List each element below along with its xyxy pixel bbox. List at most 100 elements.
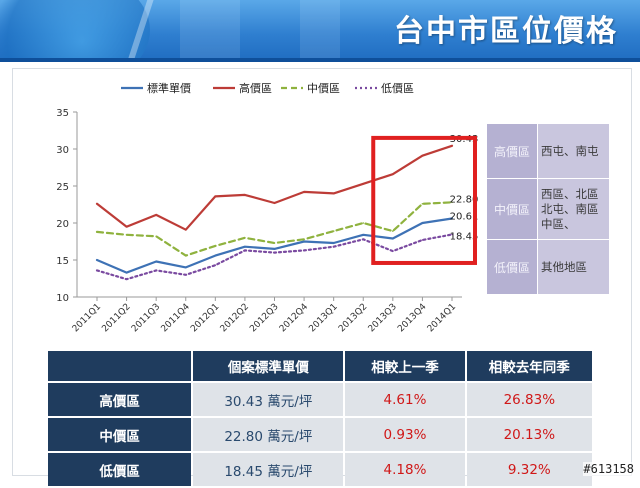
header-underline (0, 58, 640, 62)
x-tick-label: 2013Q4 (396, 302, 429, 335)
stripe-decoration (180, 0, 240, 62)
row-zone: 高價區 (48, 383, 192, 416)
data-point (451, 145, 453, 147)
y-tick-label: 20 (56, 219, 69, 230)
x-tick-label: 2013Q1 (307, 302, 339, 334)
region-zone: 高價區 (486, 123, 538, 179)
table-header-row: 個案標準單價 相較上一季 相較去年同季 (48, 351, 592, 381)
region-zone: 中價區 (486, 178, 538, 240)
data-point (125, 278, 128, 281)
page-title: 台中市區位價格 (394, 14, 618, 49)
legend-label: 中價區 (307, 81, 340, 95)
x-tick-label: 2011Q3 (130, 302, 162, 334)
data-point (421, 203, 424, 205)
data-point (303, 238, 305, 241)
data-point (214, 195, 217, 198)
data-point (155, 235, 157, 238)
data-point (303, 240, 305, 243)
y-tick-label: 15 (56, 256, 69, 267)
row-zone: 低價區 (48, 453, 192, 486)
data-point (451, 217, 453, 220)
data-point (244, 249, 246, 252)
data-point (451, 233, 453, 236)
region-areas: 西區、北區北屯、南區中區、 (537, 178, 610, 240)
data-point (362, 238, 365, 241)
end-value-label: 22.80 (450, 194, 479, 205)
highlight-box (371, 135, 477, 265)
x-tick-label: 2013Q2 (337, 302, 369, 334)
data-point (273, 248, 276, 250)
data-point (125, 271, 128, 274)
data-point (155, 260, 157, 263)
y-tick-label: 25 (56, 182, 69, 193)
data-point (362, 183, 365, 185)
x-tick-label: 2014Q1 (426, 302, 458, 334)
data-point (332, 192, 335, 195)
x-tick-label: 2012Q4 (278, 302, 311, 335)
data-point (125, 234, 128, 236)
region-areas: 其他地區 (537, 239, 610, 295)
data-point (392, 250, 394, 252)
price-line-chart: 1015202530352011Q12011Q22011Q32011Q42012… (56, 81, 479, 335)
globe-decoration (0, 0, 150, 62)
data-point (96, 203, 98, 205)
legend-label: 標準單價 (147, 81, 191, 95)
table-header: 相較去年同季 (466, 351, 592, 381)
region-areas: 西屯、南屯 (537, 123, 610, 179)
stripe-decoration (300, 0, 340, 62)
region-table: 高價區 西屯、南屯 中價區 西區、北區北屯、南區中區、 低價區 其他地區 (486, 123, 610, 295)
data-point (421, 222, 424, 224)
data-point (155, 269, 157, 272)
row-qoq: 4.18% (345, 453, 465, 486)
table-header: 相較上一季 (345, 351, 465, 381)
data-point (185, 228, 187, 231)
data-point (332, 245, 335, 248)
table-row: 低價區 18.45 萬元/坪 4.18% 9.32% (48, 453, 592, 486)
region-row: 中價區 西區、北區北屯、南區中區、 (486, 178, 610, 240)
data-point (421, 154, 424, 157)
data-point (451, 201, 453, 204)
data-point (96, 231, 98, 233)
data-point (155, 214, 157, 216)
data-point (273, 251, 276, 254)
series-line (95, 144, 454, 231)
row-qoq: 4.61% (345, 383, 465, 416)
legend-label: 低價區 (381, 81, 414, 95)
region-row: 低價區 其他地區 (486, 239, 610, 295)
row-zone: 中價區 (48, 418, 192, 451)
data-point (332, 242, 335, 244)
data-point (96, 269, 98, 272)
price-summary-table: 個案標準單價 相較上一季 相較去年同季 高價區 30.43 萬元/坪 4.61%… (46, 349, 594, 488)
data-point (362, 222, 365, 224)
row-qoq: 0.93% (345, 418, 465, 451)
data-point (214, 245, 217, 247)
row-price: 18.45 萬元/坪 (193, 453, 344, 486)
y-tick-label: 10 (56, 293, 69, 304)
data-point (392, 237, 394, 240)
data-point (185, 274, 187, 276)
table-header (48, 351, 192, 381)
table-row: 高價區 30.43 萬元/坪 4.61% 26.83% (48, 383, 592, 416)
x-tick-label: 2011Q1 (71, 302, 103, 334)
data-point (214, 254, 217, 257)
y-tick-label: 30 (56, 145, 69, 156)
data-point (332, 230, 335, 232)
data-point (96, 259, 98, 261)
row-yoy: 20.13% (466, 418, 592, 451)
data-point (392, 173, 394, 175)
x-tick-label: 2012Q3 (248, 302, 280, 334)
table-header: 個案標準單價 (193, 351, 344, 381)
data-point (244, 237, 246, 239)
end-value-label: 18.45 (450, 232, 479, 243)
data-point (421, 239, 424, 241)
row-price: 30.43 萬元/坪 (193, 383, 344, 416)
data-point (214, 264, 217, 267)
data-point (125, 225, 128, 228)
watermark-id: #613158 (583, 462, 634, 476)
data-point (303, 249, 305, 252)
region-row: 高價區 西屯、南屯 (486, 123, 610, 179)
data-point (244, 245, 246, 248)
x-tick-label: 2011Q4 (160, 302, 193, 335)
data-point (185, 254, 187, 257)
data-point (273, 242, 276, 244)
